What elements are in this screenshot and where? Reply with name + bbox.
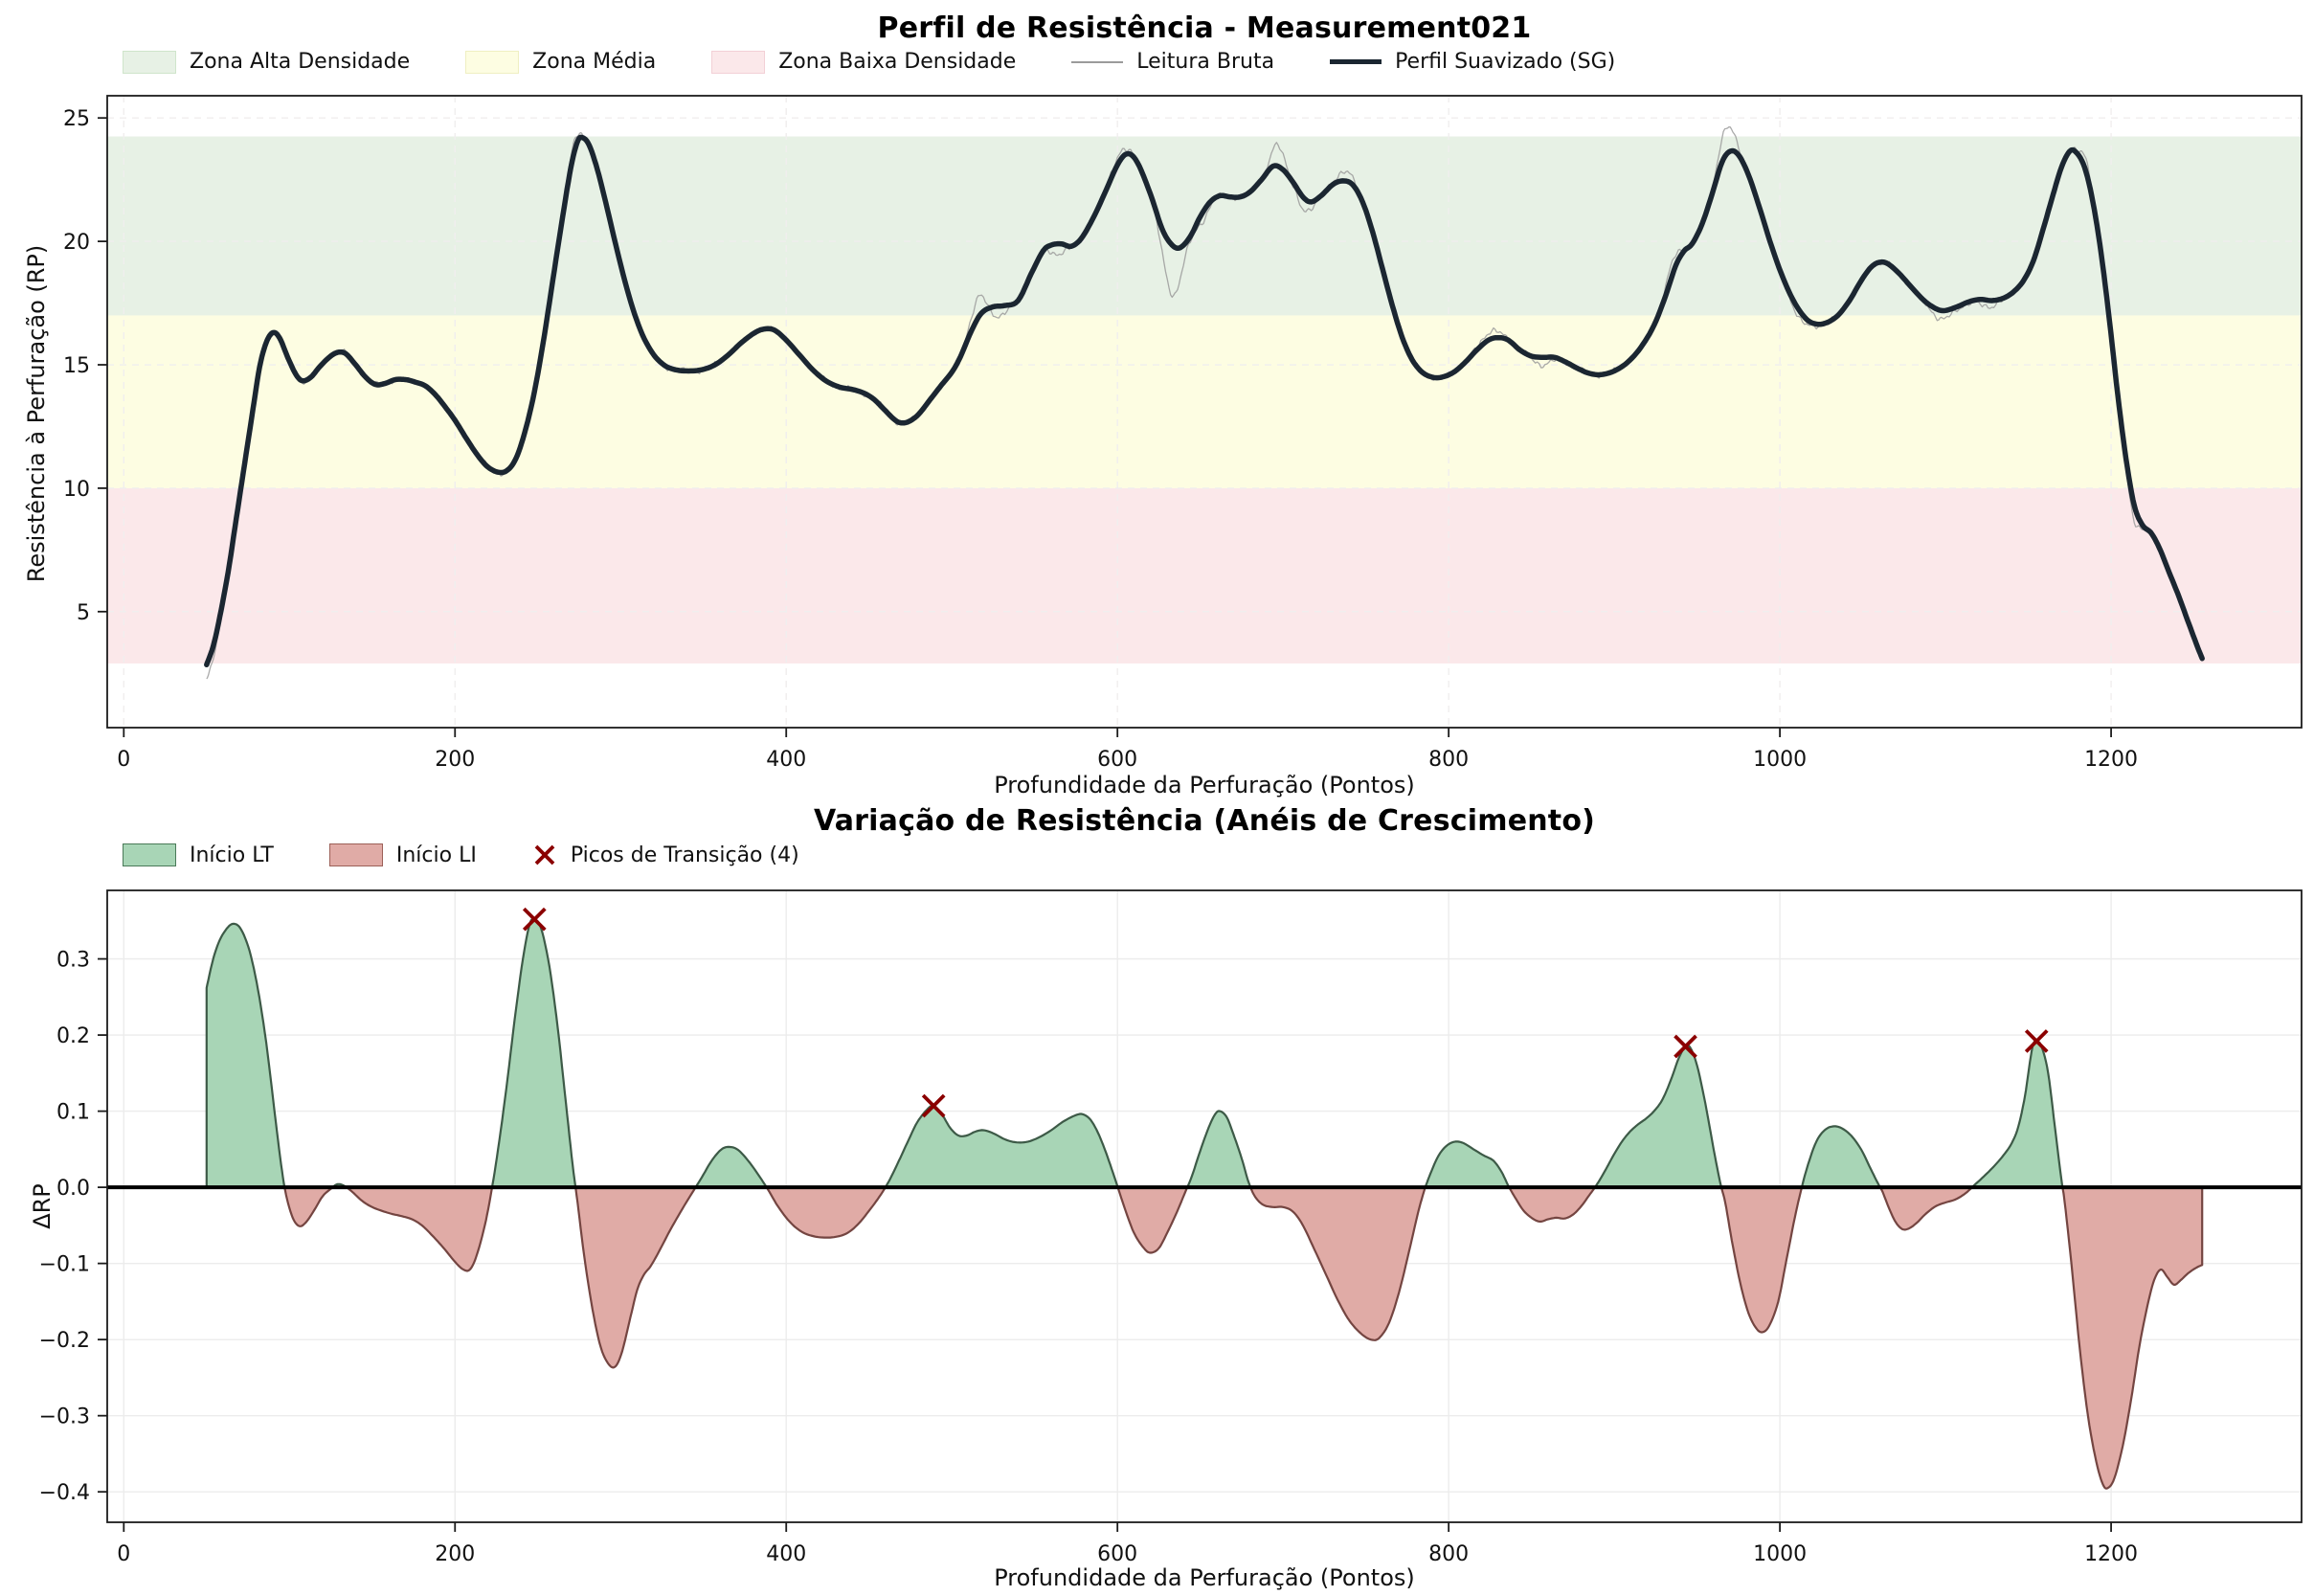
positive-variation-area (1593, 1044, 1723, 1189)
legend-label: Perfil Suavizado (SG) (1395, 50, 1616, 74)
negative-variation-area (1116, 1185, 1189, 1254)
x-tick-label: 400 (766, 748, 806, 772)
negative-variation-area (283, 1185, 334, 1227)
y-tick-label: −0.1 (39, 1253, 90, 1277)
y-tick-label: 5 (77, 601, 90, 625)
bottom-chart-title: Variação de Resistência (Anéis de Cresci… (813, 804, 1596, 838)
y-tick-label: 25 (63, 107, 90, 131)
legend-label: Picos de Transição (4) (570, 843, 799, 867)
y-tick-label: −0.3 (39, 1405, 90, 1429)
y-tick-label: 0.2 (56, 1024, 90, 1048)
density-zone (107, 136, 2302, 316)
x-marker-icon (534, 844, 555, 865)
legend-patch-swatch (711, 50, 766, 74)
x-tick-label: 0 (117, 748, 130, 772)
legend-patch-swatch (465, 50, 520, 74)
x-tick-label: 400 (766, 1542, 806, 1566)
legend-item: Início LT (123, 843, 274, 867)
legend-line-swatch (1330, 59, 1382, 64)
x-tick-label: 1000 (1753, 748, 1807, 772)
y-tick-label: −0.4 (39, 1481, 90, 1505)
density-zone (107, 487, 2302, 663)
legend-item: Zona Alta Densidade (123, 50, 410, 74)
density-zone (107, 315, 2302, 488)
plot-border (106, 889, 2303, 1523)
negative-variation-area (1719, 1185, 1804, 1334)
positive-variation-area (1800, 1125, 1882, 1190)
smoothed-profile-line (204, 134, 2205, 668)
positive-variation-area (1186, 1110, 1252, 1189)
legend-item: Picos de Transição (4) (532, 843, 799, 867)
y-tick-label: 0.0 (56, 1177, 90, 1201)
variation-chart: 0 200 400 600 800 1000 1200 0.3 0.2 0.1 0.0 −0.1 −0.… (39, 889, 2303, 1566)
transition-peak-marker (921, 1093, 946, 1118)
legend-label: Início LI (395, 843, 477, 867)
x-tick-label: 800 (1428, 1542, 1469, 1566)
bottom-chart-ylabel: ΔRP (29, 1183, 56, 1229)
top-chart-title: Perfil de Resistência - Measurement021 (877, 11, 1532, 45)
legend-item: Zona Baixa Densidade (711, 50, 1016, 74)
y-tick-label: 20 (63, 231, 90, 255)
negative-variation-area (2061, 1185, 2204, 1490)
negative-variation-area (345, 1185, 494, 1272)
legend-patch-swatch (123, 843, 176, 866)
x-tick-label: 1000 (1753, 1542, 1807, 1566)
legend-label: Início LT (190, 843, 274, 867)
bottom-chart-xlabel: Profundidade da Perfuração (Pontos) (994, 1564, 1415, 1591)
legend-label: Zona Média (532, 50, 657, 74)
bottom-chart-legend: Início LT Início LI Picos de Transição (4) (123, 843, 799, 867)
negative-variation-area (765, 1185, 887, 1239)
legend-patch-swatch (328, 843, 383, 866)
x-tick-label: 1200 (2084, 748, 2138, 772)
legend-item: Leitura Bruta (1071, 50, 1274, 74)
x-tick-label: 600 (1097, 1542, 1137, 1566)
y-tick-label: −0.2 (39, 1329, 90, 1353)
legend-item: Início LI (328, 843, 477, 867)
positive-variation-area (694, 1145, 768, 1189)
negative-variation-area (1878, 1185, 1973, 1231)
x-tick-label: 600 (1097, 748, 1137, 772)
plot-border (106, 95, 2303, 729)
y-tick-label: 15 (63, 354, 90, 378)
x-tick-label: 200 (435, 1542, 475, 1566)
top-chart-xlabel: Profundidade da Perfuração (Pontos) (994, 772, 1415, 798)
negative-variation-area (1508, 1185, 1597, 1224)
transition-peak-marker (522, 907, 547, 932)
y-tick-label: 0.1 (56, 1101, 90, 1125)
positive-variation-area (884, 1104, 1119, 1189)
legend-label: Leitura Bruta (1136, 50, 1275, 74)
x-tick-label: 200 (435, 748, 475, 772)
legend-patch-swatch (123, 50, 176, 74)
profile-chart: 0 200 400 600 800 1000 1200 5 10 15 20 25 (63, 95, 2303, 772)
y-tick-label: 0.3 (56, 949, 90, 973)
negative-variation-area (1249, 1185, 1427, 1341)
top-chart-ylabel: Resistência à Perfuração (RP) (23, 244, 50, 583)
negative-variation-area (573, 1185, 697, 1369)
legend-line-swatch (1071, 60, 1124, 63)
legend-item: Perfil Suavizado (SG) (1330, 50, 1615, 74)
transition-peak-marker (1674, 1034, 1697, 1059)
x-marker-icon (534, 844, 555, 865)
positive-variation-area (1970, 1040, 2064, 1189)
x-tick-label: 0 (117, 1542, 130, 1566)
transition-peak-marker (2024, 1029, 2049, 1053)
positive-variation-area (1424, 1140, 1511, 1189)
legend-label: Zona Baixa Densidade (778, 50, 1017, 74)
x-tick-label: 1200 (2084, 1542, 2138, 1566)
y-tick-label: 10 (63, 478, 90, 502)
top-chart-legend: Zona Alta Densidade Zona Média Zona Baixa … (123, 50, 1615, 74)
legend-item: Zona Média (465, 50, 656, 74)
positive-variation-area (205, 922, 286, 1189)
x-tick-label: 800 (1428, 748, 1469, 772)
legend-label: Zona Alta Densidade (190, 50, 411, 74)
